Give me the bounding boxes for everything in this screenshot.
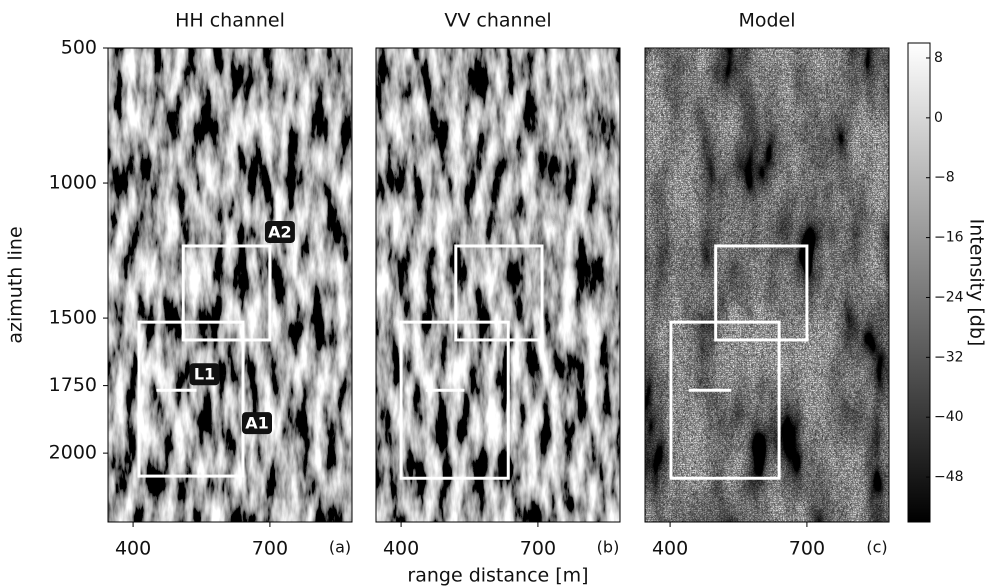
image-frame bbox=[644, 47, 890, 523]
image-frame bbox=[107, 47, 353, 523]
colorbar-tick-label: −8 bbox=[934, 170, 955, 186]
colorbar-tick-label: 8 bbox=[934, 50, 943, 66]
colorbar-tick-label: −24 bbox=[934, 289, 964, 305]
panel-label: (c) bbox=[866, 538, 887, 557]
colorbar: 8 0 −8 −16 −24 −32 −40 −48 Intensity [db] bbox=[907, 42, 988, 523]
panel: VV channel (b) 400 700 range distance [m] bbox=[375, 10, 621, 587]
sar-image bbox=[376, 48, 620, 522]
y-tick-label: 2000 bbox=[49, 442, 97, 464]
panel: Model (c) 400 700 bbox=[644, 10, 890, 560]
panel-title: HH channel bbox=[175, 10, 285, 32]
colorbar-gradient bbox=[907, 42, 931, 523]
x-axis-label: range distance [m] bbox=[407, 565, 588, 587]
panels: HH channel (a) 400 700 500 1000 1500 1750 2000 az… bbox=[5, 10, 988, 587]
y-tick-label: 1000 bbox=[49, 172, 97, 194]
region-box bbox=[669, 320, 781, 480]
region-box bbox=[714, 244, 809, 342]
y-axis-label: azimuth line bbox=[5, 226, 27, 343]
x-tick-label: 400 bbox=[383, 538, 419, 560]
y-tick-label: 500 bbox=[61, 37, 97, 59]
panel-label: (b) bbox=[597, 538, 620, 557]
panel: HH channel (a) 400 700 500 1000 1500 1750 2000 az… bbox=[5, 10, 353, 560]
line-label: L1 bbox=[194, 365, 215, 384]
sar-image bbox=[645, 48, 889, 522]
colorbar-tick-label: −48 bbox=[934, 469, 964, 485]
region-label: A1 bbox=[245, 414, 269, 433]
colorbar-label: Intensity [db] bbox=[966, 219, 988, 347]
region-label: A2 bbox=[268, 222, 292, 241]
colorbar-tick-label: −32 bbox=[934, 349, 964, 365]
x-tick-label: 700 bbox=[252, 538, 288, 560]
region-box bbox=[137, 320, 245, 478]
y-tick-label: 1500 bbox=[49, 307, 97, 329]
label-bg bbox=[264, 220, 295, 243]
panel-title: Model bbox=[738, 10, 795, 32]
x-tick-label: 700 bbox=[520, 538, 556, 560]
x-tick-label: 400 bbox=[652, 538, 688, 560]
label-bg bbox=[189, 363, 220, 386]
x-tick-label: 400 bbox=[115, 538, 151, 560]
sar-image bbox=[108, 48, 352, 522]
label-bg bbox=[241, 412, 272, 435]
colorbar-tick-label: 0 bbox=[934, 110, 943, 126]
image-frame bbox=[375, 47, 621, 523]
y-tick-label: 1750 bbox=[49, 374, 97, 396]
x-tick-label: 700 bbox=[789, 538, 825, 560]
colorbar-tick-label: −40 bbox=[934, 409, 964, 425]
panel-title: VV channel bbox=[444, 10, 551, 32]
region-box bbox=[181, 244, 272, 342]
colorbar-tick-label: −16 bbox=[934, 230, 964, 246]
region-box bbox=[454, 244, 544, 342]
panel-label: (a) bbox=[329, 538, 351, 557]
